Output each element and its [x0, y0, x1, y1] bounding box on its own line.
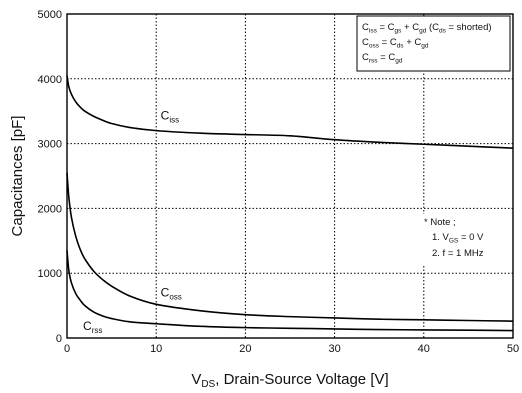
x-tick-label-0: 0 — [64, 343, 70, 355]
note-line-1-sub: GS — [449, 238, 459, 245]
curve-label-iss: Ciss — [161, 109, 179, 125]
note-box: * Note ; 1. VGS = 0 V 2. f = 1 MHz — [418, 214, 498, 264]
tick-labels: 0 10 20 30 40 50 0 1000 2000 3000 4000 5000 — [38, 9, 520, 355]
legend-line-3: Crss = Cgd — [362, 52, 403, 65]
note-line-1-b: = 0 V — [458, 232, 484, 243]
y-tick-label-0: 0 — [56, 333, 62, 345]
y-axis-label: Capacitances [pF] — [9, 116, 26, 237]
curve-label-rss: Crss — [83, 319, 102, 335]
y-tick-label-4000: 4000 — [38, 74, 62, 86]
x-tick-label-50: 50 — [507, 343, 519, 355]
note-line-1-a: 1. V — [432, 232, 450, 243]
y-tick-label-1000: 1000 — [38, 268, 62, 280]
x-axis-label-sub: DS — [201, 379, 215, 390]
x-tick-label-20: 20 — [239, 343, 251, 355]
note-title: * Note ; — [424, 217, 456, 228]
x-axis-label: VDS, Drain-Source Voltage [V] — [191, 371, 388, 390]
x-tick-label-10: 10 — [150, 343, 162, 355]
note-line-1: 1. VGS = 0 V — [432, 232, 484, 245]
x-tick-label-40: 40 — [418, 343, 430, 355]
note-line-2: 2. f = 1 MHz — [432, 248, 484, 259]
note-background — [418, 214, 498, 264]
curve-label-oss: Coss — [161, 286, 182, 302]
legend-line-2: Coss = Cds + Cgd — [362, 37, 429, 50]
x-axis-label-main: V — [191, 371, 201, 388]
x-axis-label-rest: , Drain-Source Voltage [V] — [215, 371, 388, 388]
legend-lines: Ciss = Cgs + Cgd (Cds = shorted) Coss = C… — [362, 22, 492, 65]
y-tick-label-3000: 3000 — [38, 139, 62, 151]
y-tick-label-2000: 2000 — [38, 203, 62, 215]
curve-iss — [66, 75, 514, 149]
curve-labels: Ciss Coss Crss — [83, 109, 182, 336]
curves — [66, 75, 514, 332]
curve-oss — [66, 172, 514, 322]
curve-rss — [66, 250, 514, 332]
legend-line-1: Ciss = Cgs + Cgd (Cds = shorted) — [362, 22, 492, 35]
legend-box: Ciss = Cgs + Cgd (Cds = shorted) Coss = C… — [356, 15, 511, 72]
legend-frame — [356, 15, 511, 72]
y-tick-label-5000: 5000 — [38, 9, 62, 21]
x-tick-label-30: 30 — [328, 343, 340, 355]
